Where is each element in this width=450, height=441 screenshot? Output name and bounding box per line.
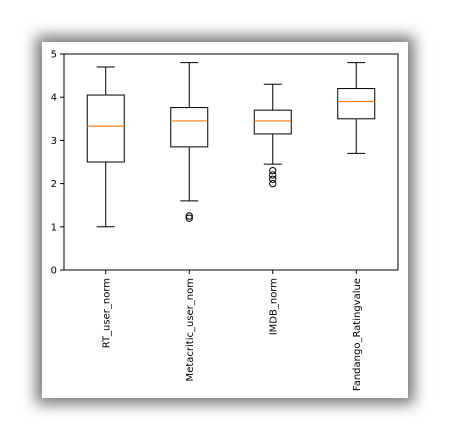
y-tick-label: 3 [51,136,57,147]
y-tick-label: 2 [51,179,57,190]
outlier-point [185,212,193,220]
box-3 [253,83,292,188]
x-axis: RT_user_norm Metacritic_user_nom IMDB_norm… [101,270,363,391]
plot-area [63,53,399,271]
outlier-point [269,175,277,183]
y-tick-label: 0 [51,266,57,277]
outlier-point [269,179,277,188]
box-series [86,62,376,228]
iqr-box [170,107,209,148]
box-4 [337,62,376,154]
y-tick-label: 1 [51,222,57,233]
x-tick-label: RT_user_norm [101,278,112,348]
x-tick-label: IMDB_norm [268,278,279,335]
iqr-box [253,109,292,135]
outlier-point [269,171,277,179]
outlier-point [269,166,277,175]
box-2 [170,62,209,222]
y-tick-label: 5 [51,50,57,61]
box-1 [86,66,125,228]
iqr-box [86,94,125,163]
x-tick-label: Fandango_Ratingvalue [352,278,363,391]
x-tick-label: Metacritic_user_nom [185,278,196,381]
y-tick-label: 4 [51,93,57,104]
y-axis: 0 1 2 3 4 5 [51,50,64,277]
iqr-box [337,88,376,120]
outlier-point [185,214,193,222]
